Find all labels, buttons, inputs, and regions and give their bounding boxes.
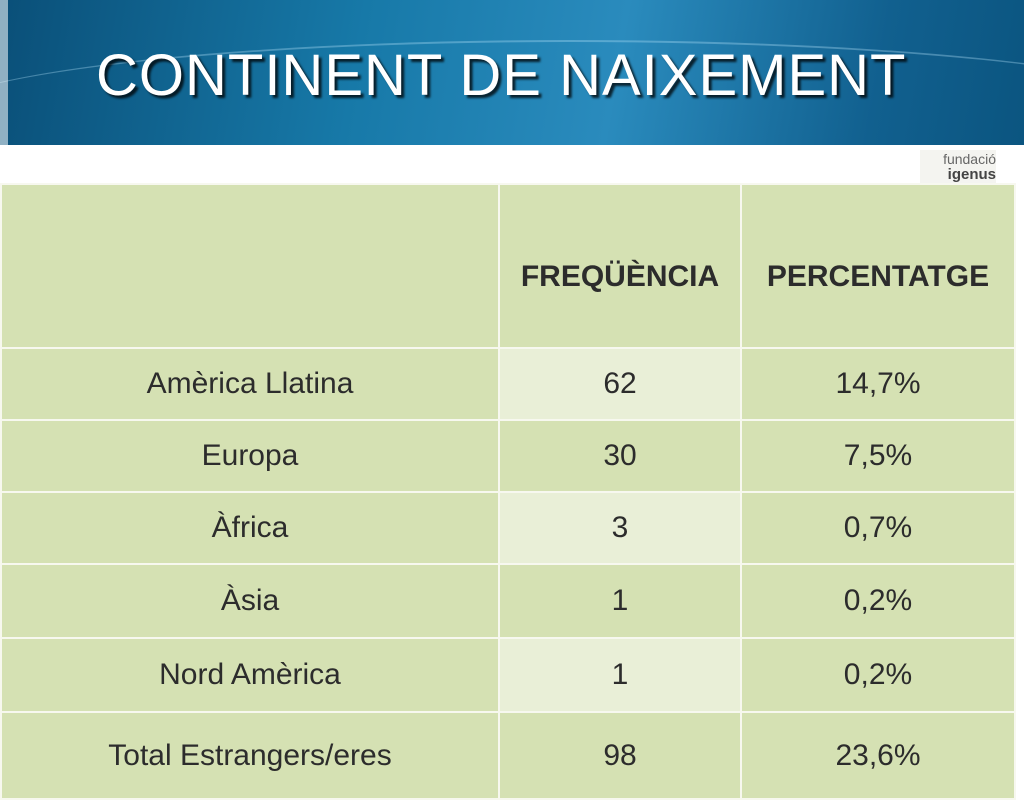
- continent-cell: Total Estrangers/eres: [0, 711, 500, 800]
- frequencia-cell: 30: [498, 419, 742, 493]
- continent-table: FREQÜÈNCIA PERCENTATGE Amèrica Llatina 6…: [0, 183, 1016, 800]
- percentatge-cell: 14,7%: [740, 347, 1016, 421]
- percentatge-cell: 23,6%: [740, 711, 1016, 800]
- percentatge-cell: 0,2%: [740, 637, 1016, 713]
- continent-cell: Nord Amèrica: [0, 637, 500, 713]
- table-row: Àsia 1 0,2%: [0, 563, 1016, 639]
- slide-title: CONTINENT DE NAIXEMENT: [96, 43, 907, 108]
- frequencia-cell: 1: [498, 637, 742, 713]
- header-cell-percentatge: PERCENTATGE: [740, 183, 1016, 349]
- logo-text-top: fundació: [943, 151, 996, 167]
- table-row: Àfrica 3 0,7%: [0, 491, 1016, 565]
- frequencia-cell: 1: [498, 563, 742, 639]
- slide-header: CONTINENT DE NAIXEMENT: [0, 0, 1024, 145]
- percentatge-cell: 0,2%: [740, 563, 1016, 639]
- data-table-container: FREQÜÈNCIA PERCENTATGE Amèrica Llatina 6…: [0, 183, 1016, 800]
- frequencia-cell: 3: [498, 491, 742, 565]
- frequencia-cell: 62: [498, 347, 742, 421]
- table-row-total: Total Estrangers/eres 98 23,6%: [0, 711, 1016, 800]
- fundacio-igenus-logo: fundació igenus: [920, 150, 996, 184]
- continent-cell: Amèrica Llatina: [0, 347, 500, 421]
- percentatge-cell: 7,5%: [740, 419, 1016, 493]
- percentatge-cell: 0,7%: [740, 491, 1016, 565]
- frequencia-cell: 98: [498, 711, 742, 800]
- table-row: Amèrica Llatina 62 14,7%: [0, 347, 1016, 421]
- table-header-row: FREQÜÈNCIA PERCENTATGE: [0, 183, 1016, 349]
- header-cell-frequencia: FREQÜÈNCIA: [498, 183, 742, 349]
- table-row: Nord Amèrica 1 0,2%: [0, 637, 1016, 713]
- continent-cell: Àsia: [0, 563, 500, 639]
- logo-text-bottom: igenus: [947, 166, 996, 183]
- header-cell-empty: [0, 183, 500, 349]
- continent-cell: Europa: [0, 419, 500, 493]
- table-row: Europa 30 7,5%: [0, 419, 1016, 493]
- continent-cell: Àfrica: [0, 491, 500, 565]
